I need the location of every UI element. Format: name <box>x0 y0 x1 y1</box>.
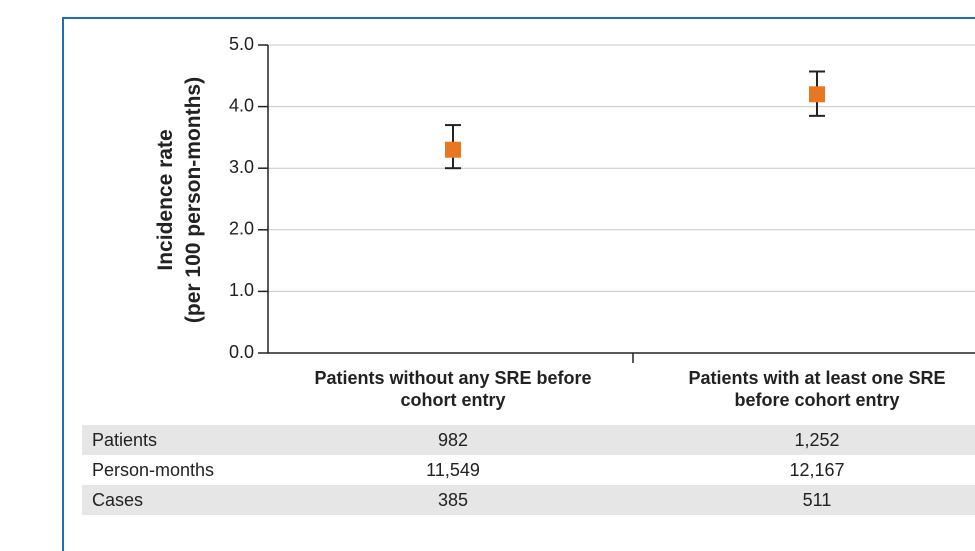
table-cell: Cases <box>92 490 144 510</box>
frame <box>62 17 975 551</box>
x-category-label: Patients with at least one SRE before co… <box>688 368 946 410</box>
y-tick-label: 0.0 <box>229 342 254 362</box>
table-cell: 12,167 <box>789 460 845 480</box>
table-row: Cases 385 511 <box>82 485 975 515</box>
point <box>445 141 461 158</box>
table-cell: 982 <box>437 430 469 450</box>
y-tick-label: 3.0 <box>229 157 254 177</box>
x-category-label: Patients without any SRE before cohort e… <box>314 368 592 410</box>
y-axis-label: Incidence rate (per 100 person-months) <box>154 77 205 323</box>
table-cell: 385 <box>437 490 469 510</box>
table-cell: Person-months <box>92 460 215 480</box>
table-cell: 1,252 <box>794 430 840 450</box>
table-cell: 11,549 <box>426 460 480 480</box>
y-tick-label: 4.0 <box>229 95 254 115</box>
table-cell: Patients <box>92 430 158 450</box>
table-row: Person-months 11,549 12,167 <box>82 455 975 485</box>
table-cell: 511 <box>802 490 832 510</box>
y-tick-label: 2.0 <box>229 219 254 239</box>
y-tick-label: 1.0 <box>229 280 254 300</box>
table-row: Patients 982 1,252 <box>82 425 975 455</box>
y-tick-label: 5.0 <box>229 34 254 54</box>
y-axis-label-line: Incidence rate <box>154 129 177 270</box>
y-axis-label-line: (per 100 person-months) <box>182 77 205 323</box>
point <box>809 86 825 103</box>
